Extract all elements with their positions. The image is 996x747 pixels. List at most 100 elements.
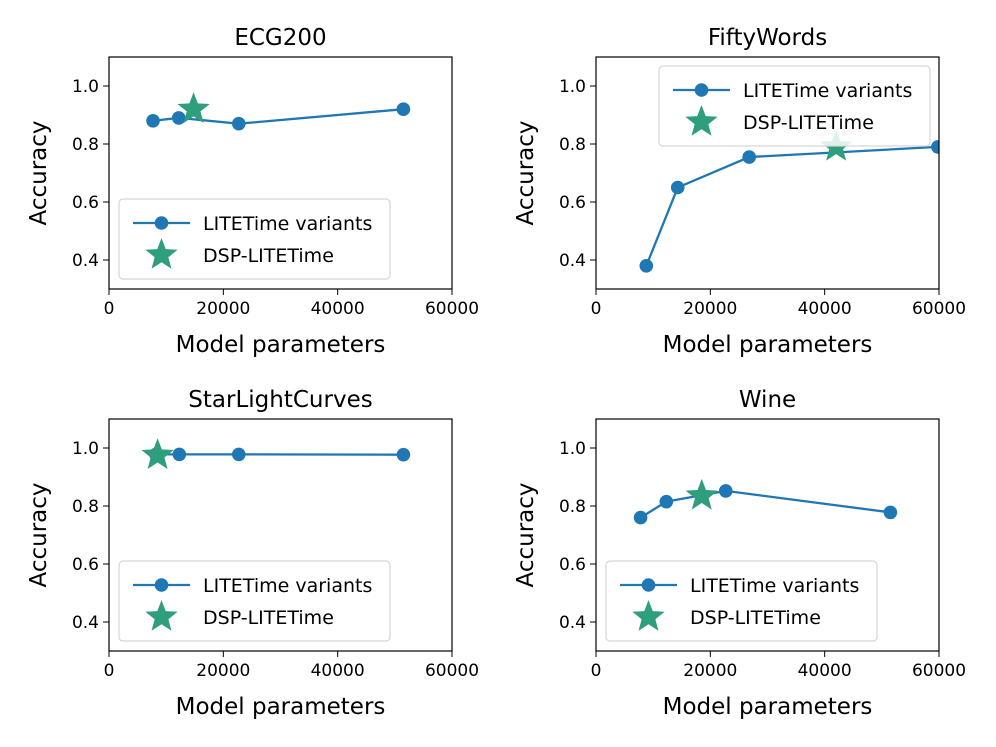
- series-line-litetime-variants: [645, 145, 938, 267]
- x-tick-label: 20000: [196, 299, 250, 319]
- plot-area: [146, 92, 411, 131]
- chart-title: FiftyWords: [708, 25, 827, 51]
- chart-title: Wine: [739, 387, 796, 413]
- y-tick-label: 0.4: [559, 613, 586, 633]
- x-axis-label: Model parameters: [176, 332, 386, 358]
- y-tick-label: 0.8: [72, 135, 99, 155]
- series-line-litetime-variants: [639, 489, 891, 519]
- x-axis-label: Model parameters: [176, 694, 386, 720]
- plot-area: [639, 129, 939, 273]
- y-tick-label: 1.0: [72, 439, 99, 459]
- x-tick-label: 0: [591, 299, 602, 319]
- x-tick-label: 20000: [683, 299, 737, 319]
- y-axis-label: Accuracy: [26, 482, 52, 587]
- axes-frame: [595, 56, 940, 290]
- data-point-litetime-variant: [172, 447, 187, 462]
- data-point-litetime-variant: [231, 447, 246, 462]
- data-point-litetime-variant: [396, 102, 411, 116]
- plot-area: [633, 478, 898, 525]
- x-tick-label: 20000: [196, 661, 250, 681]
- data-point-litetime-variant: [883, 505, 898, 520]
- y-tick-label: 0.8: [559, 135, 586, 155]
- y-tick-label: 0.4: [72, 251, 99, 271]
- data-point-litetime-variant: [171, 111, 186, 125]
- axes-frame: [595, 418, 940, 652]
- plot-area: [141, 438, 411, 469]
- y-tick-label: 0.6: [72, 193, 99, 213]
- chart-panel-1: FiftyWords 0 20000 40000 60000 0.4 0.6 0.8 1.0 Mo…: [513, 25, 966, 358]
- x-tick-label: 40000: [311, 299, 365, 319]
- axes-frame: [108, 418, 453, 652]
- data-point-dsp-litetime: [141, 438, 174, 469]
- legend-marker-litetime-variants: [154, 578, 169, 592]
- y-axis-label: Accuracy: [513, 120, 539, 225]
- y-tick-label: 0.6: [559, 193, 586, 213]
- legend: LITETime variants DSP-LITETime: [605, 560, 878, 642]
- legend-label-litetime-variants: LITETime variants: [203, 213, 372, 235]
- legend: LITETime variants DSP-LITETime: [118, 560, 391, 642]
- y-tick-label: 0.8: [559, 497, 586, 517]
- legend-marker-dsp-litetime: [685, 105, 718, 136]
- legend-label-litetime-variants: LITETime variants: [690, 575, 859, 597]
- x-tick-label: 20000: [683, 661, 737, 681]
- legend-marker-dsp-litetime: [145, 238, 178, 269]
- data-point-litetime-variant: [146, 114, 160, 128]
- chart-title: StarLightCurves: [188, 387, 372, 413]
- x-tick-label: 40000: [311, 661, 365, 681]
- legend-label-litetime-variants: LITETime variants: [743, 80, 912, 102]
- y-tick-label: 0.4: [559, 251, 586, 271]
- legend-marker-dsp-litetime: [145, 600, 178, 631]
- data-point-litetime-variant: [670, 180, 685, 195]
- legend-box: [118, 198, 391, 280]
- legend-label-dsp-litetime: DSP-LITETime: [743, 112, 874, 134]
- y-tick-label: 0.6: [72, 555, 99, 575]
- axes-frame: [108, 56, 453, 290]
- data-point-litetime-variant: [231, 116, 246, 131]
- x-tick-label: 40000: [798, 299, 852, 319]
- legend-marker-litetime-variants: [694, 83, 709, 97]
- x-tick-label: 60000: [425, 661, 479, 681]
- data-point-litetime-variant: [742, 150, 757, 164]
- y-tick-label: 1.0: [559, 77, 586, 97]
- data-point-litetime-variant: [659, 494, 674, 509]
- legend-box: [605, 560, 878, 642]
- x-tick-label: 60000: [425, 299, 479, 319]
- y-axis-label: Accuracy: [513, 482, 539, 587]
- legend-label-litetime-variants: LITETime variants: [203, 575, 372, 597]
- x-axis-label: Model parameters: [663, 332, 873, 358]
- x-tick-label: 0: [104, 661, 115, 681]
- x-tick-label: 60000: [912, 299, 966, 319]
- legend: LITETime variants DSP-LITETime: [118, 198, 391, 280]
- y-tick-label: 0.8: [72, 497, 99, 517]
- legend-marker-dsp-litetime: [632, 600, 665, 631]
- x-tick-label: 0: [591, 661, 602, 681]
- chart-panel-0: ECG200 0 20000 40000 60000 0.4 0.6 0.8 1.0 Model …: [26, 25, 479, 358]
- x-tick-label: 0: [104, 299, 115, 319]
- data-point-dsp-litetime: [685, 478, 718, 510]
- series-line-litetime-variants: [152, 108, 404, 125]
- legend-marker-litetime-variants: [641, 578, 656, 592]
- legend-box: [118, 560, 391, 642]
- legend-marker-litetime-variants: [154, 216, 169, 230]
- data-point-litetime-variant: [396, 447, 411, 462]
- legend: LITETime variants DSP-LITETime: [658, 65, 931, 147]
- y-tick-label: 1.0: [559, 439, 586, 459]
- data-point-litetime-variant: [633, 510, 648, 525]
- legend-label-dsp-litetime: DSP-LITETime: [203, 245, 334, 267]
- data-point-dsp-litetime: [177, 92, 210, 123]
- x-axis-label: Model parameters: [663, 694, 873, 720]
- data-point-litetime-variant: [718, 484, 733, 498]
- chart-panel-2: StarLightCurves 0 20000 40000 60000 0.4 0.6 0.8…: [26, 387, 479, 720]
- data-point-litetime-variant: [639, 259, 654, 273]
- data-point-litetime-variant: [931, 140, 939, 154]
- y-axis-label: Accuracy: [26, 120, 52, 225]
- legend-label-dsp-litetime: DSP-LITETime: [690, 607, 821, 629]
- x-tick-label: 40000: [798, 661, 852, 681]
- legend-label-dsp-litetime: DSP-LITETime: [203, 607, 334, 629]
- x-tick-label: 60000: [912, 661, 966, 681]
- legend-box: [658, 65, 931, 147]
- chart-title: ECG200: [234, 25, 326, 51]
- y-tick-label: 0.4: [72, 613, 99, 633]
- y-tick-label: 0.6: [559, 555, 586, 575]
